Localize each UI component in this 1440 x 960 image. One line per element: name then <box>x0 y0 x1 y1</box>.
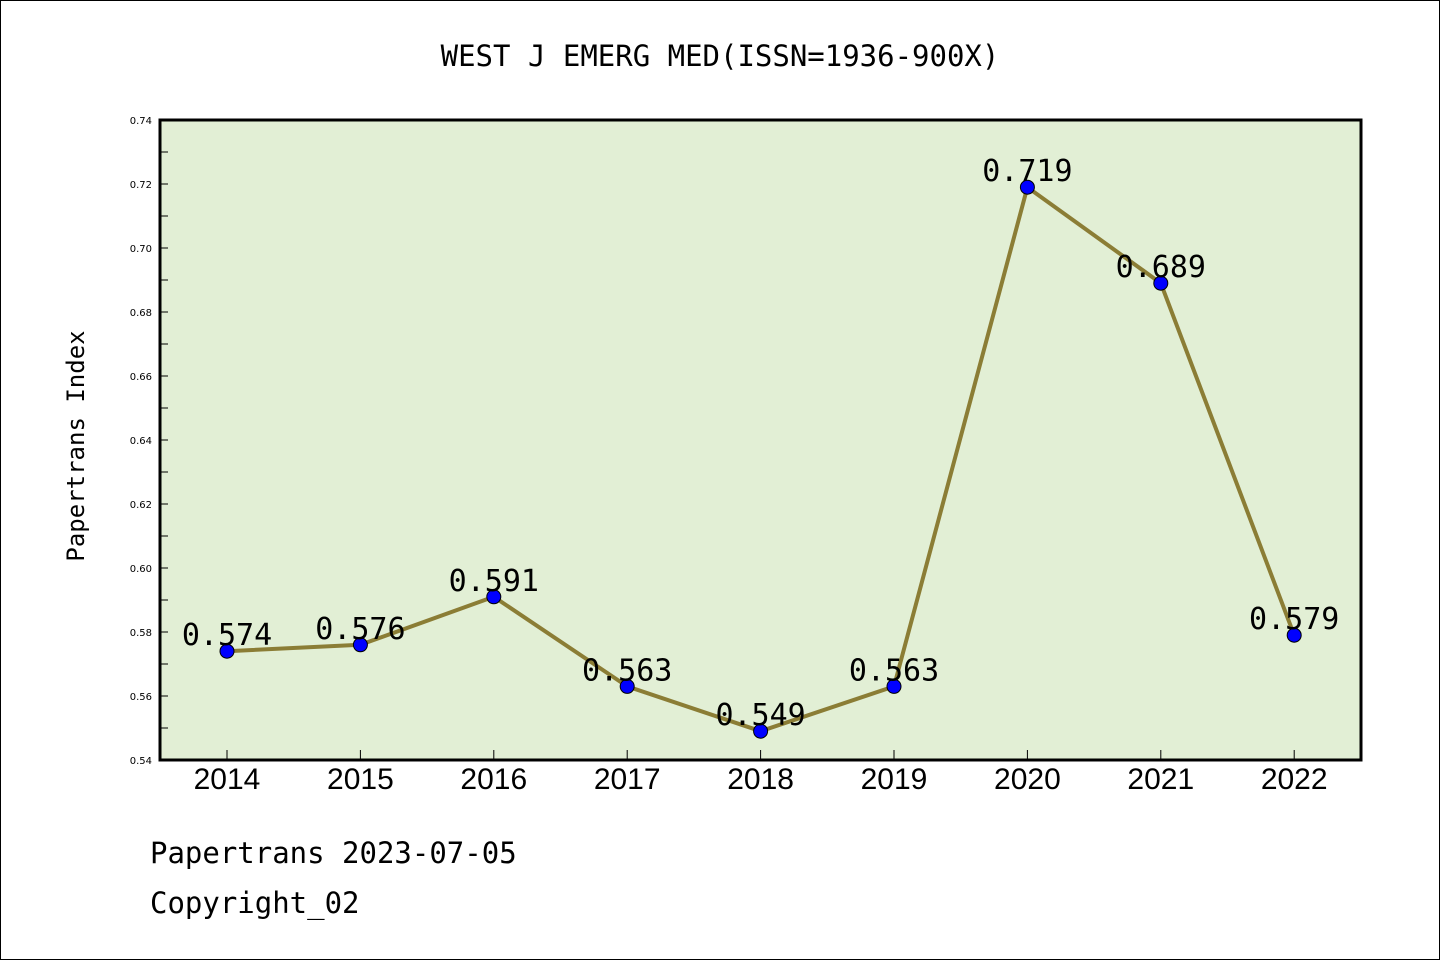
data-label: 0.591 <box>449 564 539 599</box>
data-point <box>753 723 769 739</box>
data-label: 0.549 <box>715 698 805 733</box>
y-tick-label: 0.56 <box>130 692 152 703</box>
data-point <box>1153 275 1169 291</box>
data-label: 0.576 <box>315 612 405 647</box>
x-axis-ticks: 2014 2015 2016 2017 2018 2019 2020 2021 2022 <box>194 750 1328 796</box>
y-tick-label: 0.70 <box>130 244 152 255</box>
data-point <box>1286 627 1302 643</box>
data-labels: 0.574 0.576 0.591 0.563 0.549 0.563 0.719 0.689… <box>182 154 1340 733</box>
x-tick-label: 2014 <box>194 763 261 796</box>
y-tick-label: 0.60 <box>130 564 152 575</box>
y-axis-label: Papertrans Index <box>62 330 90 561</box>
data-label: 0.574 <box>182 618 272 653</box>
plot-area <box>158 118 1363 762</box>
y-tick-label: 0.66 <box>130 372 152 383</box>
x-tick-label: 2016 <box>460 763 527 796</box>
data-point <box>219 643 235 659</box>
x-tick-label: 2019 <box>861 763 928 796</box>
data-label: 0.719 <box>982 154 1072 189</box>
x-tick-label: 2020 <box>994 763 1061 796</box>
data-point <box>1019 179 1035 195</box>
footer-copyright-text: Copyright_02 <box>150 886 360 921</box>
y-tick-label: 0.54 <box>130 756 152 767</box>
x-tick-label: 2022 <box>1261 763 1328 796</box>
y-axis-ticks: 0.54 0.56 0.58 0.60 0.62 0.64 0.66 0.68 0.70 0.72… <box>130 116 168 767</box>
data-point <box>352 637 368 653</box>
chart-title: WEST J EMERG MED(ISSN=1936-900X) <box>441 39 1000 73</box>
data-label: 0.563 <box>849 653 939 688</box>
x-tick-label: 2015 <box>327 763 394 796</box>
data-label: 0.563 <box>582 653 672 688</box>
y-tick-label: 0.74 <box>130 116 152 127</box>
data-points <box>219 179 1302 739</box>
data-label: 0.689 <box>1116 250 1206 285</box>
x-tick-label: 2017 <box>594 763 661 796</box>
data-label: 0.579 <box>1249 602 1339 637</box>
y-tick-label: 0.62 <box>130 500 152 511</box>
y-tick-label: 0.72 <box>130 180 152 191</box>
x-tick-label: 2018 <box>727 763 794 796</box>
data-point <box>486 589 502 605</box>
y-tick-label: 0.64 <box>130 436 152 447</box>
data-point <box>886 678 902 694</box>
footer-date-text: Papertrans 2023-07-05 <box>150 836 517 870</box>
data-point <box>619 678 635 694</box>
x-tick-label: 2021 <box>1127 763 1194 796</box>
y-tick-label: 0.58 <box>130 628 152 639</box>
y-tick-label: 0.68 <box>130 308 152 319</box>
